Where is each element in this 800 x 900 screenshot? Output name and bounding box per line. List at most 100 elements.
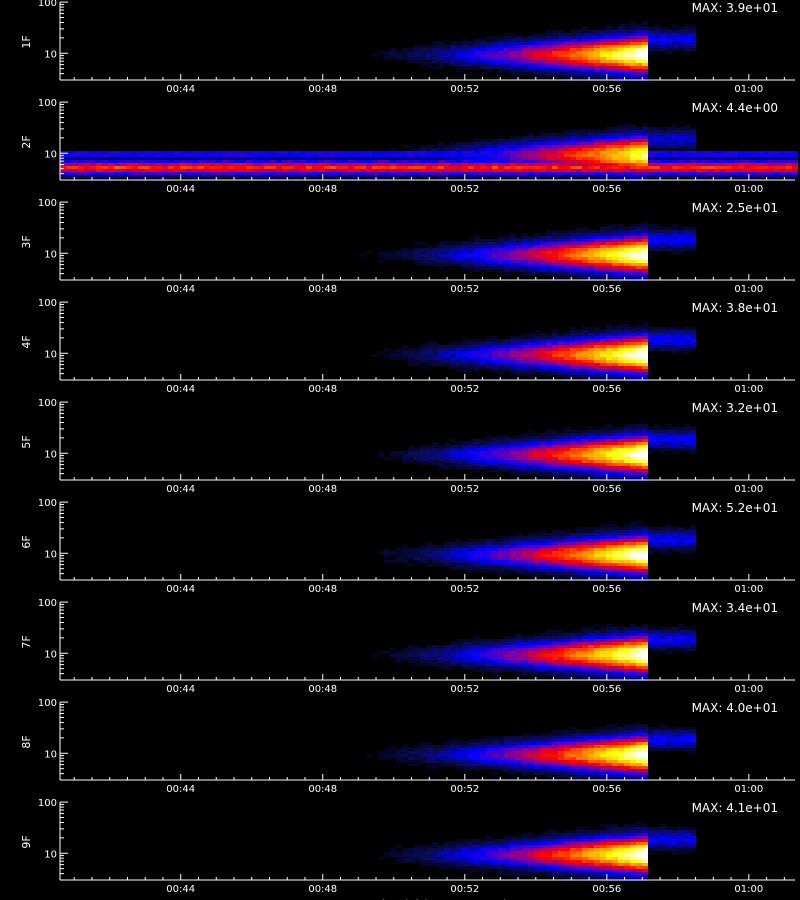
heatmap-cell xyxy=(504,60,510,63)
heatmap-cell xyxy=(456,45,462,48)
heatmap-cell xyxy=(126,154,132,157)
heatmap-cell xyxy=(552,475,558,478)
heatmap-cell xyxy=(150,175,156,178)
heatmap-cell xyxy=(462,366,468,369)
heatmap-cell xyxy=(624,345,630,348)
heatmap-cell xyxy=(588,436,594,439)
heatmap-cell xyxy=(672,427,678,430)
heatmap-cell xyxy=(444,442,450,445)
heatmap-cell xyxy=(648,166,654,169)
heatmap-cell xyxy=(630,360,636,363)
heatmap-cell xyxy=(480,151,486,154)
heatmap-cell xyxy=(618,242,624,245)
heatmap-cell xyxy=(108,160,114,163)
heatmap-cell xyxy=(582,269,588,272)
heatmap-cell xyxy=(546,442,552,445)
heatmap-cell xyxy=(528,463,534,466)
heatmap-cell xyxy=(534,436,540,439)
heatmap-cell xyxy=(582,469,588,472)
heatmap-cell xyxy=(150,166,156,169)
heatmap-cell xyxy=(654,39,660,42)
heatmap-cell xyxy=(654,133,660,136)
heatmap-cell xyxy=(624,39,630,42)
heatmap-cell xyxy=(444,48,450,51)
heatmap-cell xyxy=(636,257,642,260)
heatmap-cell xyxy=(660,333,666,336)
heatmap-cell xyxy=(552,169,558,172)
heatmap-cell xyxy=(522,351,528,354)
heatmap-cell xyxy=(522,175,528,178)
heatmap-cell xyxy=(690,27,696,30)
heatmap-cell xyxy=(474,51,480,54)
heatmap-cell xyxy=(504,454,510,457)
heatmap-cell xyxy=(378,157,384,160)
heatmap-cell xyxy=(522,339,528,342)
heatmap-cell xyxy=(504,548,510,551)
heatmap-cell xyxy=(474,245,480,248)
heatmap-cell xyxy=(528,360,534,363)
heatmap-cell xyxy=(576,260,582,263)
heatmap-cell xyxy=(378,451,384,454)
heatmap-cell xyxy=(552,460,558,463)
heatmap-cell xyxy=(612,254,618,257)
heatmap-cell xyxy=(468,548,474,551)
heatmap-cell xyxy=(510,542,516,545)
heatmap-cell xyxy=(408,151,414,154)
heatmap-cell xyxy=(474,166,480,169)
heatmap-cell xyxy=(582,336,588,339)
heatmap-cell xyxy=(600,69,606,72)
heatmap-cell xyxy=(528,557,534,560)
heatmap-cell xyxy=(480,457,486,460)
heatmap-cell xyxy=(654,24,660,27)
heatmap-cell xyxy=(528,439,534,442)
heatmap-cell xyxy=(462,51,468,54)
heatmap-cell xyxy=(102,166,108,169)
heatmap-cell xyxy=(408,454,414,457)
heatmap-cell xyxy=(480,242,486,245)
heatmap-cell xyxy=(588,360,594,363)
heatmap-cell xyxy=(588,469,594,472)
heatmap-cell xyxy=(114,163,120,166)
heatmap-cell xyxy=(666,154,672,157)
heatmap-cell xyxy=(600,139,606,142)
heatmap-cell xyxy=(630,30,636,33)
heatmap-cell xyxy=(540,539,546,542)
heatmap-cell xyxy=(606,60,612,63)
heatmap-cell xyxy=(198,157,204,160)
heatmap-cell xyxy=(516,175,522,178)
heatmap-cell xyxy=(720,151,726,154)
heatmap-cell xyxy=(678,442,684,445)
heatmap-cell xyxy=(492,242,498,245)
heatmap-cell xyxy=(636,554,642,557)
heatmap-cell xyxy=(366,172,372,175)
heatmap-cell xyxy=(402,154,408,157)
heatmap-cell xyxy=(420,451,426,454)
heatmap-cell xyxy=(420,148,426,151)
heatmap-cell xyxy=(510,57,516,60)
heatmap-cell xyxy=(642,221,648,224)
heatmap-cell xyxy=(594,442,600,445)
heatmap-cell xyxy=(360,254,366,257)
heatmap-cell xyxy=(636,527,642,530)
heatmap-cell xyxy=(624,260,630,263)
heatmap-cell xyxy=(618,533,624,536)
heatmap-cell xyxy=(522,160,528,163)
heatmap-cell xyxy=(606,266,612,269)
heatmap-cell xyxy=(228,172,234,175)
heatmap-cell xyxy=(636,575,642,578)
heatmap-cell xyxy=(642,460,648,463)
heatmap-cell xyxy=(552,575,558,578)
x-tick-label: 01:00 xyxy=(734,84,763,95)
heatmap-cell xyxy=(582,554,588,557)
heatmap-cell xyxy=(690,330,696,333)
heatmap-cell xyxy=(576,145,582,148)
heatmap-cell xyxy=(468,251,474,254)
heatmap-cell xyxy=(606,324,612,327)
heatmap-cell xyxy=(540,63,546,66)
heatmap-cell xyxy=(714,166,720,169)
heatmap-cell xyxy=(570,354,576,357)
heatmap-cell xyxy=(450,160,456,163)
heatmap-cell xyxy=(480,339,486,342)
heatmap-cell xyxy=(678,175,684,178)
heatmap-cell xyxy=(684,51,690,54)
